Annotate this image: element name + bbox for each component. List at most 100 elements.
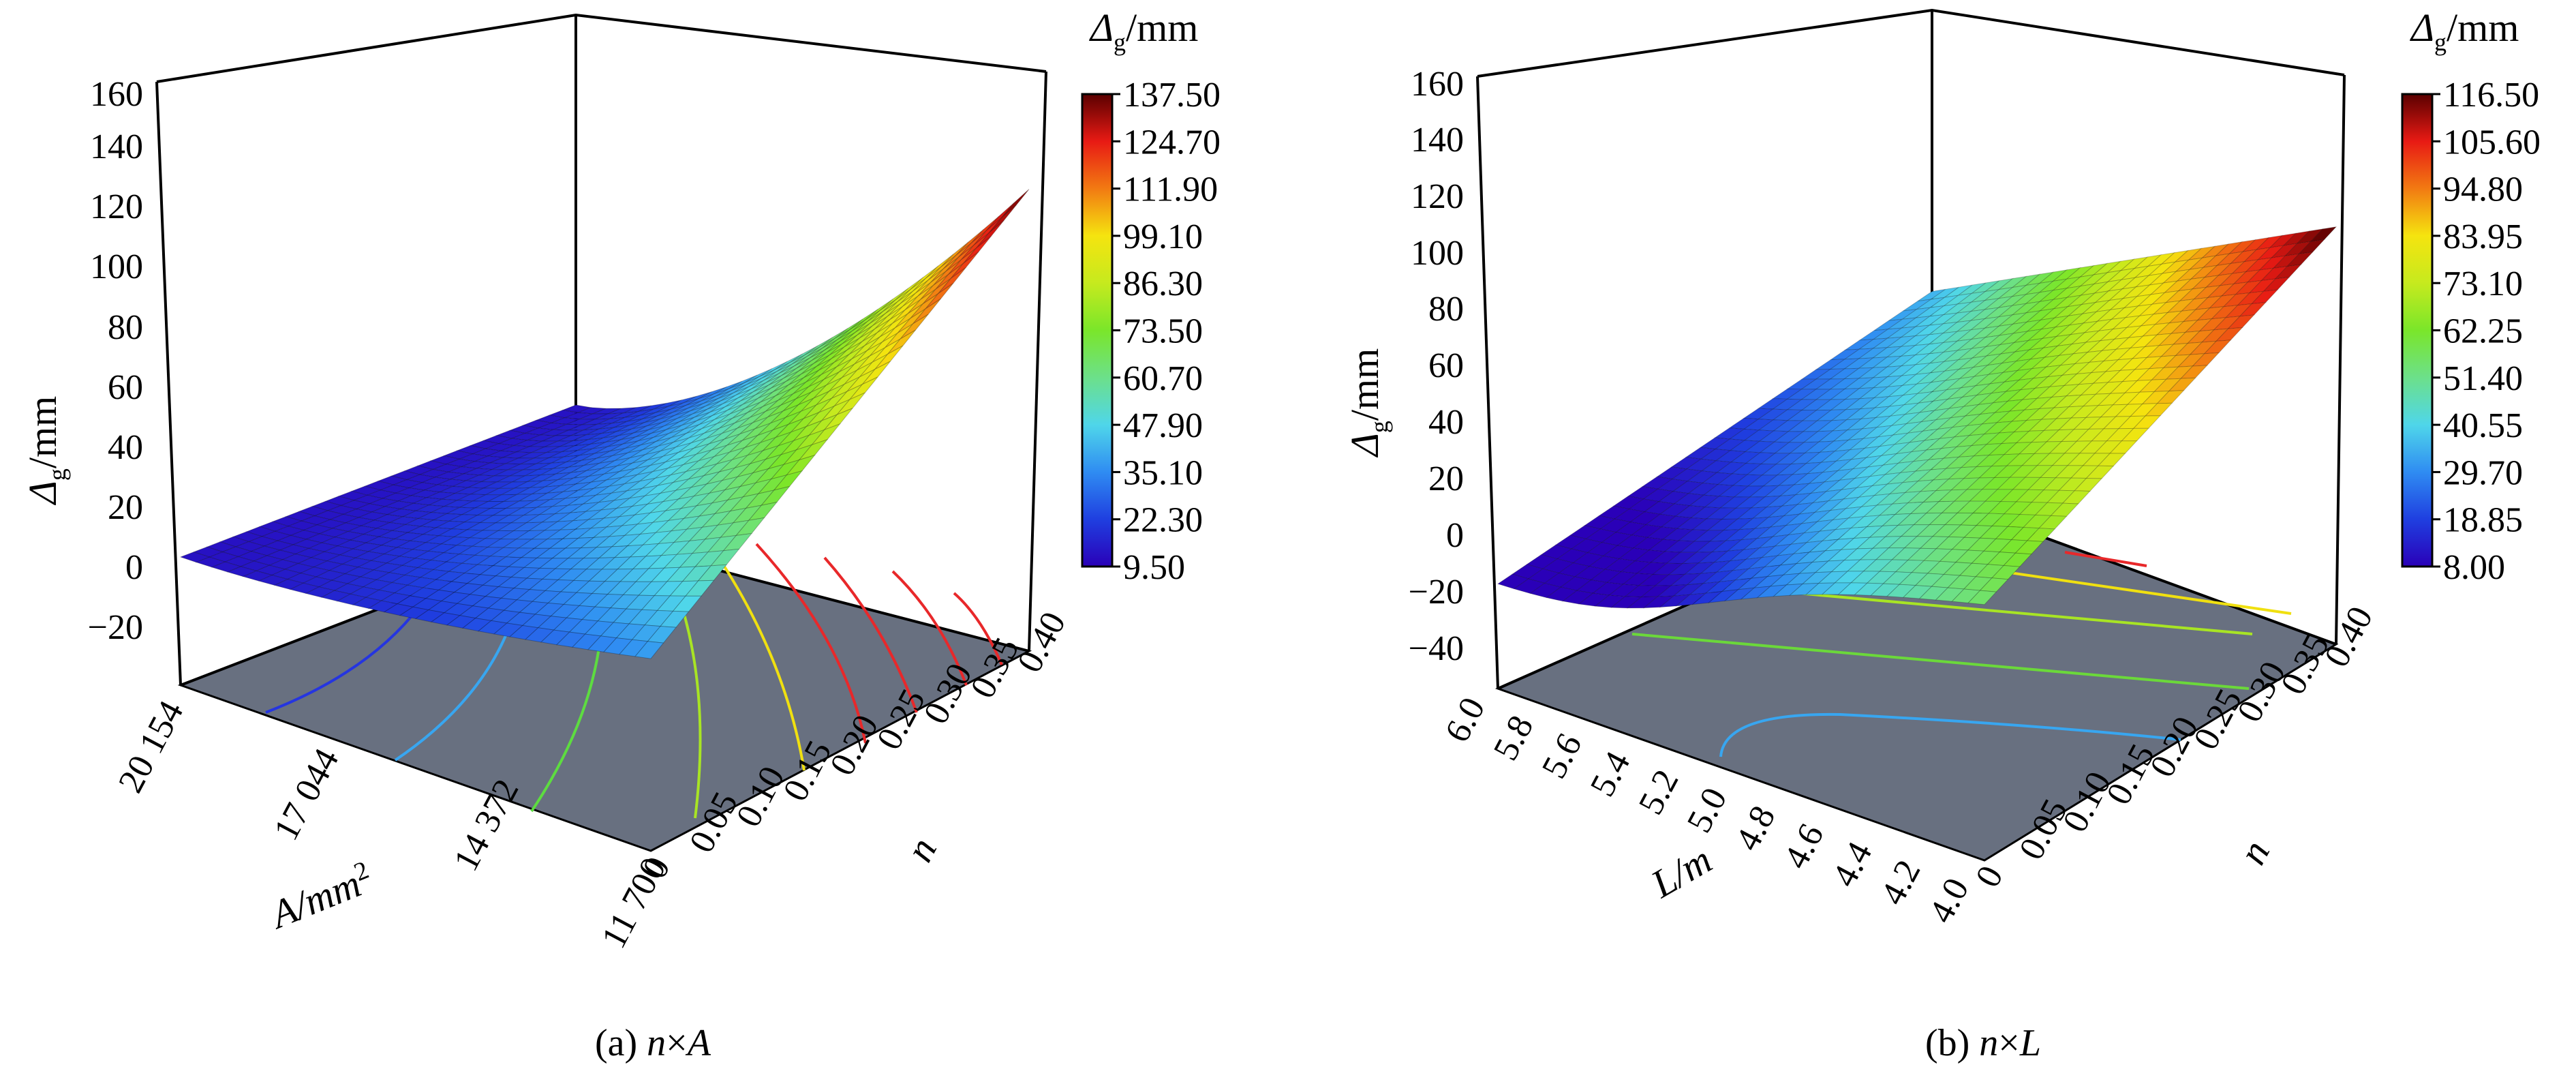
surface-cell <box>761 485 791 506</box>
colorbar-tick: 29.70 <box>2443 453 2523 492</box>
surface-cell <box>2168 377 2196 392</box>
surface-cell <box>985 202 1015 231</box>
z-tick: 140 <box>1411 121 1464 160</box>
panel-a: 160 140 120 100 80 60 40 20 0 −20 Δg/mm … <box>20 5 1221 1064</box>
z-tick: 40 <box>108 428 143 467</box>
surface-cell <box>2014 540 2044 555</box>
surface-cell <box>810 423 842 446</box>
surface-cell <box>988 205 1017 234</box>
caption-b: (b) n×L <box>1925 1022 2041 1064</box>
colorbar-tick: 47.90 <box>1123 406 1203 445</box>
z-tick: 60 <box>1428 346 1464 385</box>
surface-cell <box>2227 314 2255 329</box>
colorbar-title-a: Δg/mm <box>1089 5 1198 56</box>
surface-cell <box>2274 264 2302 280</box>
n-axis-label-a: n <box>897 830 945 869</box>
z-tick: 0 <box>1446 516 1464 555</box>
l-tick: 5.0 <box>1680 781 1735 839</box>
surface-cell <box>2145 402 2173 417</box>
colorbar-b <box>2401 93 2434 568</box>
colorbar-tick: 111.90 <box>1123 170 1218 209</box>
z-tick: 140 <box>90 127 143 166</box>
a-tick: 11 700 <box>594 852 674 954</box>
z-tick: 0 <box>125 548 143 587</box>
colorbar-title-b: Δg/mm <box>2410 5 2519 56</box>
colorbar-tick: 124.70 <box>1123 123 1221 162</box>
colorbar-tick: 137.50 <box>1123 76 1221 115</box>
l-tick: 4.0 <box>1922 872 1977 929</box>
colorbar-tick: 35.10 <box>1123 453 1203 492</box>
surface-cell <box>849 376 878 400</box>
surface-cell <box>2109 440 2138 454</box>
l-tick: 5.8 <box>1486 709 1542 766</box>
l-tick: 4.2 <box>1873 854 1929 911</box>
surface-cell <box>938 267 966 295</box>
n-tick: 0 <box>1968 860 2011 894</box>
surface-cell <box>634 641 664 659</box>
surface-cell <box>862 361 891 385</box>
a-axis-label-a: A/mm2 <box>262 856 379 938</box>
z-tick: 160 <box>1411 65 1464 104</box>
surface-cell <box>2286 252 2314 267</box>
l-tick: 5.2 <box>1631 764 1687 821</box>
colorbar-tick: 94.80 <box>2443 170 2523 209</box>
colorbar-tick: 73.10 <box>2443 265 2523 303</box>
l-tick: 5.6 <box>1535 727 1590 785</box>
z-tick: 120 <box>1411 177 1464 216</box>
l-tick: 5.4 <box>1583 745 1638 802</box>
z-tick: 80 <box>1428 290 1464 329</box>
z-tick: −20 <box>1409 573 1464 612</box>
z-tick: −20 <box>88 608 143 647</box>
colorbar-tick: 86.30 <box>1123 265 1203 303</box>
colorbar-tick: 99.10 <box>1123 217 1203 256</box>
z-tick: 100 <box>1411 234 1464 273</box>
l-tick: 4.8 <box>1728 800 1783 857</box>
surface-cell <box>1000 189 1030 219</box>
surface-cell <box>2298 239 2326 255</box>
colorbar-tick: 22.30 <box>1123 501 1203 540</box>
colorbar-tick: 18.85 <box>2443 501 2523 540</box>
z-tick: 100 <box>90 247 143 286</box>
surface-cell <box>2085 465 2115 479</box>
a-tick: 20 154 <box>111 695 191 799</box>
surface-cell <box>2179 365 2209 379</box>
surface-cell <box>773 470 803 491</box>
colorbar-ticks-b: 116.50 105.60 94.80 83.95 73.10 62.25 51.40 40.… <box>2432 76 2541 587</box>
a-tick: 14 372 <box>446 773 526 877</box>
colorbar-tick: 40.55 <box>2443 406 2523 445</box>
l-axis-label-b: L/m <box>1643 837 1719 907</box>
a-tick: 17 044 <box>266 742 346 847</box>
z-ticks-b: 160 140 120 100 80 60 40 20 0 −20 −40 <box>1409 65 1464 668</box>
n-axis-label-b: n <box>2230 833 2278 871</box>
surface-cell <box>1979 577 2009 592</box>
z-axis-label-b: Δg/mm <box>1343 348 1393 457</box>
z-tick: 60 <box>108 368 143 407</box>
surface-cell <box>2026 528 2056 542</box>
surface-cell <box>1991 564 2021 580</box>
caption-a: (a) n×A <box>595 1022 711 1064</box>
colorbar-tick: 62.25 <box>2443 312 2523 351</box>
colorbar-tick: 116.50 <box>2443 76 2539 115</box>
z-tick: 160 <box>90 75 143 114</box>
panel-b: 160 140 120 100 80 60 40 20 0 −20 −40 Δg… <box>1343 5 2541 1064</box>
surface-cell <box>874 345 904 370</box>
colorbar-a <box>1081 93 1114 568</box>
surface-cell <box>2121 427 2149 442</box>
colorbar-tick: 9.50 <box>1123 548 1185 587</box>
z-axis-label-a: Δg/mm <box>20 396 71 505</box>
colorbar-ticks-a: 137.50 124.70 111.90 99.10 86.30 73.50 60.70 47… <box>1112 76 1221 587</box>
z-tick: 40 <box>1428 403 1464 442</box>
l-tick: 4.4 <box>1825 836 1880 893</box>
l-tick: 4.6 <box>1777 817 1832 875</box>
surface-cell <box>2038 515 2068 530</box>
z-ticks-a: 160 140 120 100 80 60 40 20 0 −20 <box>88 75 143 647</box>
colorbar-tick: 60.70 <box>1123 359 1203 398</box>
z-tick: 20 <box>108 488 143 527</box>
colorbar-tick: 83.95 <box>2443 217 2523 256</box>
surface-cell <box>2132 415 2162 429</box>
surface-a <box>179 189 1030 659</box>
surface-cell <box>2239 301 2267 317</box>
surface-cell <box>950 252 979 279</box>
surface-cell <box>823 408 853 431</box>
